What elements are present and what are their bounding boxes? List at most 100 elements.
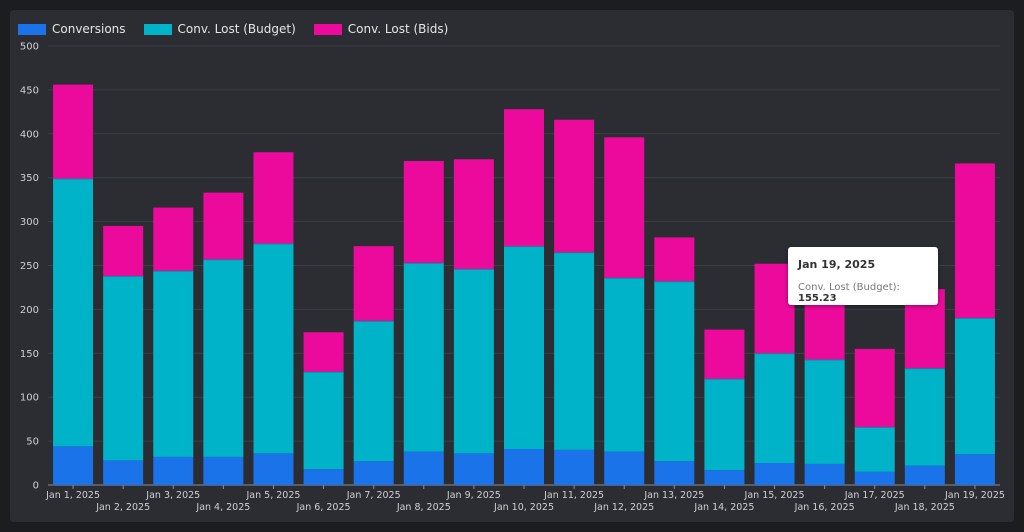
bar-segment[interactable] xyxy=(854,427,895,472)
bar-segment[interactable] xyxy=(904,368,945,466)
bar-segment[interactable] xyxy=(704,470,745,485)
legend-label-conv-lost-budget: Conv. Lost (Budget) xyxy=(177,22,296,36)
bar-segment[interactable] xyxy=(303,469,344,485)
bar-segment[interactable] xyxy=(554,119,595,253)
y-tick-label: 400 xyxy=(20,129,39,140)
x-tick-label: Jan 14, 2025 xyxy=(693,502,754,513)
bar-segment[interactable] xyxy=(504,246,544,450)
bar-segment[interactable] xyxy=(904,465,945,485)
legend-item-conv-lost-bids[interactable]: Conv. Lost (Bids) xyxy=(313,22,449,36)
chart-tooltip: Jan 19, 2025 Conv. Lost (Budget): 155.23 xyxy=(788,247,938,305)
bar-segment[interactable] xyxy=(604,137,645,278)
bar-segment[interactable] xyxy=(453,159,494,270)
bar-segment[interactable] xyxy=(754,263,795,354)
bar-segment[interactable] xyxy=(954,317,995,455)
bar-segment[interactable] xyxy=(554,449,595,485)
bar-segment[interactable] xyxy=(203,259,244,457)
bar-segment[interactable] xyxy=(353,320,394,462)
bar-segment[interactable] xyxy=(804,463,845,485)
y-tick-label: 0 xyxy=(33,481,39,492)
bar-segment[interactable] xyxy=(53,446,94,485)
bar-segment[interactable] xyxy=(53,84,94,179)
y-tick-label: 300 xyxy=(20,217,39,228)
bar-segment[interactable] xyxy=(504,449,544,485)
x-tick-label: Jan 11, 2025 xyxy=(543,490,604,501)
bar-segment[interactable] xyxy=(403,451,444,485)
x-tick-label: Jan 18, 2025 xyxy=(894,502,955,513)
bar-segment[interactable] xyxy=(303,371,344,470)
bar-segment[interactable] xyxy=(153,456,194,485)
legend-swatch-conv-lost-bids xyxy=(313,23,342,35)
x-tick-label: Jan 13, 2025 xyxy=(643,490,704,501)
y-tick-label: 150 xyxy=(20,349,39,360)
tooltip-value: 155.23 xyxy=(798,293,837,304)
bar-segment[interactable] xyxy=(554,252,595,450)
bar-segment[interactable] xyxy=(253,453,294,485)
x-tick-label: Jan 15, 2025 xyxy=(744,490,805,501)
bar-segment[interactable] xyxy=(453,269,494,454)
bar-segment[interactable] xyxy=(704,378,745,471)
chart-legend: Conversions Conv. Lost (Budget) Conv. Lo… xyxy=(18,22,448,36)
x-tick-label: Jan 8, 2025 xyxy=(396,502,451,513)
bar-segment[interactable] xyxy=(103,276,144,461)
bar-segment[interactable] xyxy=(604,277,645,452)
tooltip-series-name: Conv. Lost (Budget) xyxy=(798,282,897,293)
x-tick-label: Jan 7, 2025 xyxy=(346,490,401,501)
bar-segment[interactable] xyxy=(103,225,144,277)
x-tick-label: Jan 16, 2025 xyxy=(794,502,855,513)
tooltip-row: Conv. Lost (Budget): 155.23 xyxy=(798,282,900,304)
y-tick-label: 100 xyxy=(20,393,39,404)
x-tick-label: Jan 5, 2025 xyxy=(246,490,301,501)
bar-segment[interactable] xyxy=(153,270,194,457)
bar-segment[interactable] xyxy=(854,471,895,485)
bar-segment[interactable] xyxy=(353,246,394,321)
y-tick-label: 450 xyxy=(20,85,39,96)
x-tick-label: Jan 12, 2025 xyxy=(593,502,654,513)
x-tick-label: Jan 10, 2025 xyxy=(493,502,554,513)
bar-segment[interactable] xyxy=(654,461,695,485)
x-tick-label: Jan 6, 2025 xyxy=(296,502,351,513)
legend-item-conversions[interactable]: Conversions xyxy=(18,22,126,36)
bar-segment[interactable] xyxy=(403,262,444,452)
bar-segment[interactable] xyxy=(53,178,94,447)
y-tick-label: 200 xyxy=(20,305,39,316)
bar-segment[interactable] xyxy=(854,348,895,428)
bar-segment[interactable] xyxy=(253,243,294,454)
bar-segment[interactable] xyxy=(353,461,394,485)
legend-swatch-conversions xyxy=(18,23,46,35)
bar-segment[interactable] xyxy=(954,163,995,318)
tooltip-title: Jan 19, 2025 xyxy=(798,258,876,271)
bar-segment[interactable] xyxy=(754,353,795,464)
bar-segment[interactable] xyxy=(604,451,645,485)
bar-segment[interactable] xyxy=(303,332,344,372)
legend-label-conversions: Conversions xyxy=(52,22,126,36)
legend-item-conv-lost-budget[interactable]: Conv. Lost (Budget) xyxy=(143,22,296,36)
x-tick-label: Jan 4, 2025 xyxy=(195,502,250,513)
legend-swatch-conv-lost-budget xyxy=(143,23,172,35)
y-tick-label: 350 xyxy=(20,173,39,184)
x-tick-label: Jan 1, 2025 xyxy=(45,490,100,501)
y-tick-label: 250 xyxy=(20,261,39,272)
bar-segment[interactable] xyxy=(153,207,194,271)
bar-segment[interactable] xyxy=(504,109,544,247)
bar-segment[interactable] xyxy=(203,456,244,485)
y-tick-label: 500 xyxy=(20,42,39,53)
x-tick-label: Jan 2, 2025 xyxy=(95,502,150,513)
bar-segment[interactable] xyxy=(954,454,995,485)
bar-segment[interactable] xyxy=(804,359,845,464)
bar-segment[interactable] xyxy=(103,460,144,485)
bar-segment[interactable] xyxy=(654,281,695,462)
bar-segment[interactable] xyxy=(654,237,695,282)
x-tick-label: Jan 17, 2025 xyxy=(844,490,905,501)
bar-segment[interactable] xyxy=(754,463,795,485)
bar-segment[interactable] xyxy=(453,453,494,485)
bar-segment[interactable] xyxy=(704,329,745,379)
x-tick-label: Jan 9, 2025 xyxy=(446,490,501,501)
legend-label-conv-lost-bids: Conv. Lost (Bids) xyxy=(347,22,449,36)
bar-segment[interactable] xyxy=(403,161,444,263)
bar-segment[interactable] xyxy=(203,192,244,260)
y-tick-label: 50 xyxy=(26,437,39,448)
x-tick-label: Jan 19, 2025 xyxy=(944,490,1005,501)
bar-segment[interactable] xyxy=(253,152,294,244)
